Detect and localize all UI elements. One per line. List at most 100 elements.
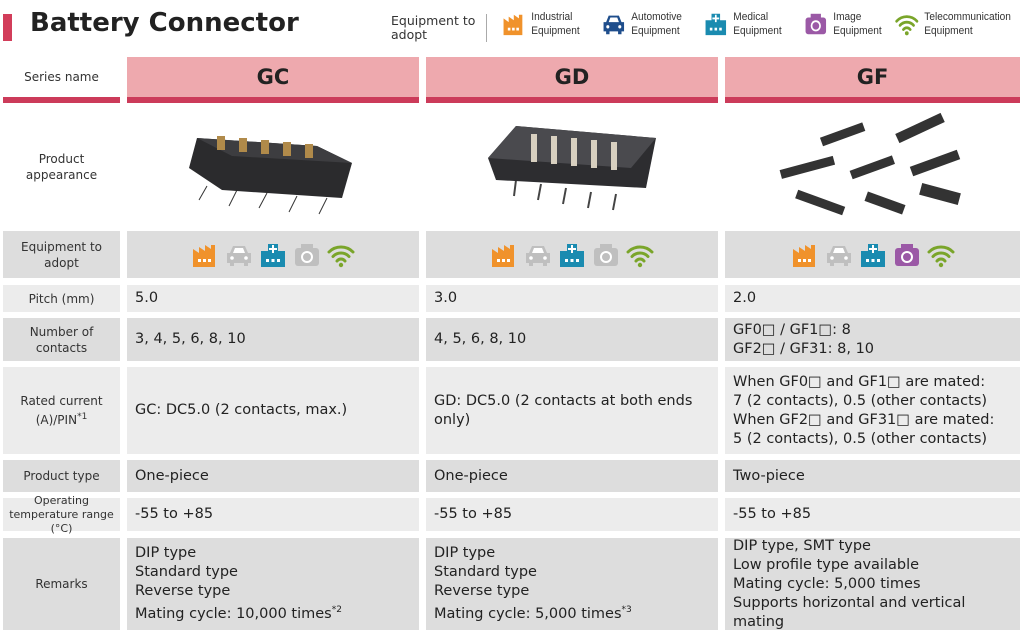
line-item: 4, 5, 6, 8, 10: [434, 330, 718, 349]
gf-product-image: [725, 108, 1020, 225]
line-item: Reverse type: [135, 582, 419, 601]
series-header-gc: GC: [127, 57, 419, 97]
gd-rated-current: GD: DC5.0 (2 contacts at both ends only): [426, 367, 718, 454]
gc-product-type: One-piece: [127, 460, 419, 492]
gf-rated-current: When GF0□ and GF1□ are mated: 7 (2 contac…: [725, 367, 1020, 454]
line-item: Mating cycle: 10,000 times*2: [135, 601, 419, 624]
industrial-icon: [492, 244, 514, 267]
legend-item-label: Medical Equipment: [733, 11, 782, 37]
legend-item: Automotive Equipment: [600, 10, 682, 38]
line-text: DIP type: [434, 545, 496, 562]
legend-item: Image Equipment: [802, 10, 882, 38]
row-label-equipment: Equipment to adopt: [3, 231, 120, 278]
line-text: DIP type, SMT type: [733, 537, 871, 554]
gf-product-type: Two-piece: [725, 460, 1020, 492]
header-underline: [426, 97, 718, 103]
line-text: Low profile type available: [733, 556, 920, 573]
line-item: 7 (2 contacts), 0.5 (other contacts): [733, 392, 1020, 411]
legend-item: Telecommunication Equipment: [893, 10, 1011, 38]
line-text: Supports horizontal and vertical mating: [733, 594, 966, 630]
row-label-rated-current: Rated current (A)/PIN*1: [3, 367, 120, 454]
line-text: 3, 4, 5, 6, 8, 10: [135, 331, 246, 347]
line-item: GF0□ / GF1□: 8: [733, 321, 1020, 340]
line-text: Reverse type: [135, 583, 231, 600]
gd-remarks: DIP type Standard type Reverse type Mating …: [426, 538, 718, 630]
gf-contacts: GF0□ / GF1□: 8 GF2□ / GF31: 8, 10: [725, 318, 1020, 361]
line-text: Standard type: [434, 564, 537, 581]
header-underline: [725, 97, 1020, 103]
header-underline: [127, 97, 419, 103]
line-text: 4, 5, 6, 8, 10: [434, 331, 527, 347]
gc-temperature: -55 to +85: [127, 498, 419, 531]
telecommunication-icon: [626, 245, 654, 267]
gc-rated-current: GC: DC5.0 (2 contacts, max.): [127, 367, 419, 454]
gd-pitch: 3.0: [426, 285, 718, 312]
row-label-temperature: Operating temperature range (°C): [3, 494, 120, 535]
line-item: 3, 4, 5, 6, 8, 10: [135, 330, 419, 349]
line-text: GD: DC5.0 (2 contacts at both ends only): [434, 392, 693, 428]
gd-product-type: One-piece: [426, 460, 718, 492]
gf-pitch: 2.0: [725, 285, 1020, 312]
line-item: Reverse type: [434, 582, 718, 601]
row-label-pitch: Pitch (mm): [3, 285, 120, 312]
medical-icon: [261, 243, 285, 267]
gf-equipment-icons: [725, 231, 1020, 278]
series-header-gf: GF: [725, 57, 1020, 97]
legend-item-label: Industrial Equipment: [531, 11, 580, 37]
gd-temperature: -55 to +85: [426, 498, 718, 531]
image-icon: [805, 13, 827, 35]
legend-item: Medical Equipment: [702, 10, 782, 38]
line-text: Mating cycle: 10,000 times: [135, 605, 332, 622]
industrial-icon: [503, 14, 523, 36]
automotive-icon: [227, 245, 251, 266]
gc-equipment-icons: [127, 231, 419, 278]
line-item: DIP type: [135, 544, 419, 563]
medical-icon: [860, 243, 885, 267]
footnote-marker: *1: [77, 412, 88, 422]
legend-item-label: Telecommunication Equipment: [924, 11, 1011, 37]
image-icon: [894, 243, 919, 266]
line-item: When GF2□ and GF31□ are mated:: [733, 411, 1020, 430]
gd-contacts: 4, 5, 6, 8, 10: [426, 318, 718, 361]
line-item: Supports horizontal and vertical mating: [733, 594, 1020, 632]
line-item: Mating cycle: 5,000 times: [733, 575, 1020, 594]
gd-equipment-icons: [426, 231, 718, 278]
line-item: GD: DC5.0 (2 contacts at both ends only): [434, 392, 718, 430]
automotive-icon: [603, 15, 625, 35]
title-accent-bar: [3, 14, 12, 41]
line-item: Mating cycle: 5,000 times*3: [434, 601, 718, 624]
row-label-product-type: Product type: [3, 460, 120, 492]
medical-icon: [705, 13, 727, 36]
line-text: Standard type: [135, 564, 238, 581]
gd-product-image: [426, 108, 718, 225]
line-text: GF2□ / GF31: 8, 10: [733, 340, 875, 357]
row-label-remarks: Remarks: [3, 538, 120, 630]
line-item: Low profile type available: [733, 556, 1020, 575]
line-text: When GF2□ and GF31□ are mated:: [733, 411, 995, 428]
line-item: DIP type, SMT type: [733, 537, 1020, 556]
industrial-icon: [792, 244, 815, 267]
line-item: GC: DC5.0 (2 contacts, max.): [135, 401, 419, 420]
telecommunication-icon: [327, 245, 355, 267]
line-item: Standard type: [434, 563, 718, 582]
line-item: When GF0□ and GF1□ are mated:: [733, 373, 1020, 392]
industrial-icon: [193, 244, 215, 267]
telecommunication-icon: [927, 245, 954, 267]
line-text: GC: DC5.0 (2 contacts, max.): [135, 402, 348, 418]
line-item: DIP type: [434, 544, 718, 563]
line-text: GF0□ / GF1□: 8: [733, 321, 851, 338]
legend-item: Industrial Equipment: [500, 10, 580, 38]
legend-item-label: Automotive Equipment: [631, 11, 682, 37]
image-icon: [594, 243, 618, 266]
label-underline: [3, 97, 120, 103]
rated-label-text: Rated current (A)/PIN: [20, 394, 103, 427]
line-text: Mating cycle: 5,000 times: [733, 575, 921, 592]
line-item: Standard type: [135, 563, 419, 582]
medical-icon: [560, 243, 584, 267]
row-label-appearance: Product appearance: [25, 151, 98, 182]
row-label-contacts: Number of contacts: [3, 318, 120, 361]
gc-contacts: 3, 4, 5, 6, 8, 10: [127, 318, 419, 361]
image-icon: [295, 243, 319, 266]
line-text: 7 (2 contacts), 0.5 (other contacts): [733, 392, 988, 409]
